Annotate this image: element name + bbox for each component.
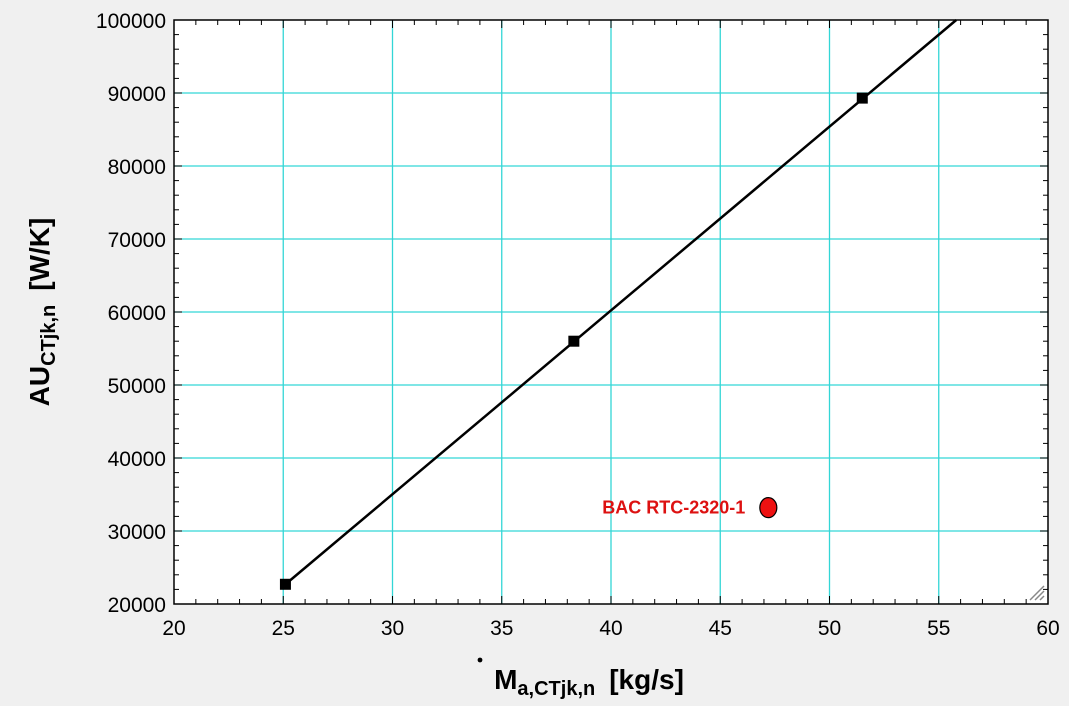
x-tick-labels: 20 25 30 35 40 45 50 55 60	[162, 617, 1059, 640]
x-axis-title-sub: a,CTjk,n	[517, 678, 595, 700]
x-tick-label: 55	[927, 617, 950, 640]
resize-grip-icon[interactable]	[1029, 585, 1045, 601]
y-tick-label: 90000	[108, 83, 166, 106]
y-axis-title-main: AU	[24, 366, 55, 406]
x-tick-label: 25	[272, 617, 295, 640]
y-tick-label: 40000	[108, 448, 166, 471]
x-tick-label: 35	[490, 617, 513, 640]
y-tick-label: 60000	[108, 302, 166, 325]
series-marker	[568, 335, 580, 347]
y-tick-label: 80000	[108, 156, 166, 179]
points: BAC RTC-2320-1	[602, 497, 778, 519]
y-axis-title: AUCTjk,n [W/K]	[24, 218, 60, 407]
series-line	[289, 19, 958, 582]
x-tick-label: 20	[162, 617, 185, 640]
x-axis-title-main: M	[494, 664, 517, 695]
plot-frame	[173, 19, 1049, 605]
y-tick-label: 30000	[108, 521, 166, 544]
series-marker	[279, 578, 291, 590]
y-tick-labels: 20000 30000 40000 50000 60000 70000 80000 90000…	[96, 10, 166, 617]
y-tick-label: 70000	[108, 229, 166, 252]
y-axis-title-unit: [W/K]	[24, 218, 55, 291]
y-tick-label: 100000	[96, 10, 166, 33]
x-tick-label: 60	[1036, 617, 1059, 640]
y-axis-title-sub: CTjk,n	[38, 305, 60, 366]
x-axis-title: Ma,CTjk,n [kg/s]	[494, 664, 684, 700]
minor-ticks	[173, 19, 1049, 605]
y-tick-label: 50000	[108, 375, 166, 398]
x-tick-label: 50	[818, 617, 841, 640]
x-axis-title-dot	[477, 657, 483, 663]
series	[279, 19, 958, 590]
x-tick-label: 30	[381, 617, 404, 640]
y-tick-label: 20000	[108, 594, 166, 617]
x-tick-label: 45	[709, 617, 732, 640]
series-marker	[856, 92, 868, 104]
x-tick-label: 40	[599, 617, 622, 640]
highlight-point	[759, 497, 778, 519]
x-axis-title-unit: [kg/s]	[609, 664, 684, 695]
point-label: BAC RTC-2320-1	[602, 498, 745, 518]
